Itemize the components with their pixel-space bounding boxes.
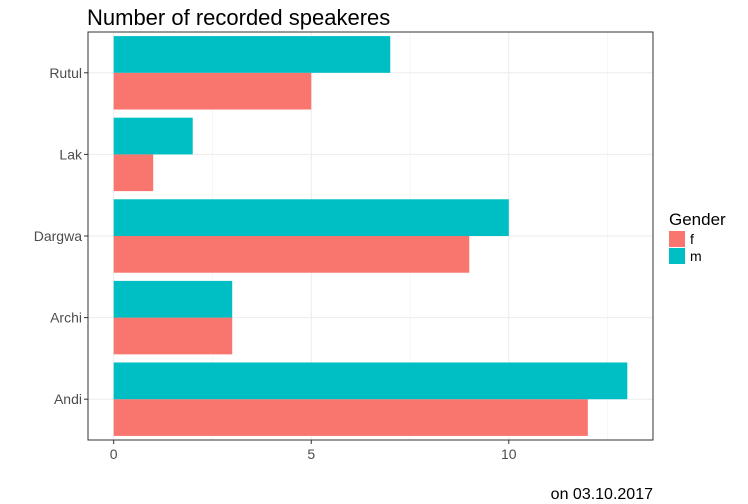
bar-f-dargwa xyxy=(113,236,470,273)
bar-m-dargwa xyxy=(113,199,509,236)
chart-caption: on 03.10.2017 xyxy=(551,486,653,503)
bar-m-archi xyxy=(113,280,233,318)
legend-label-m: m xyxy=(690,248,702,264)
legend-label-f: f xyxy=(690,231,694,247)
bar-f-rutul xyxy=(113,72,312,110)
x-tick-label: 5 xyxy=(307,446,315,462)
bar-f-archi xyxy=(113,317,233,355)
legend: Gender fm xyxy=(669,210,726,264)
y-tick-label: Dargwa xyxy=(34,228,82,244)
bar-m-andi xyxy=(113,362,628,400)
legend-key-f xyxy=(669,231,685,247)
y-tick-label: Lak xyxy=(59,146,83,162)
chart-title: Number of recorded speakeres xyxy=(87,5,390,30)
legend-key-m xyxy=(669,248,685,264)
y-tick-label: Rutul xyxy=(49,65,82,81)
bar-f-andi xyxy=(113,399,588,436)
x-tick-label: 10 xyxy=(501,446,517,462)
bar-m-rutul xyxy=(113,36,391,73)
y-tick-label: Archi xyxy=(50,310,82,326)
plot-area: Andi Archi Dargwa Lak Rutul 0 5 10 xyxy=(34,31,654,462)
bar-f-lak xyxy=(113,154,154,192)
bar-m-lak xyxy=(113,117,193,155)
legend-title: Gender xyxy=(669,210,726,229)
x-tick-label: 0 xyxy=(110,446,118,462)
y-tick-label: Andi xyxy=(54,391,82,407)
